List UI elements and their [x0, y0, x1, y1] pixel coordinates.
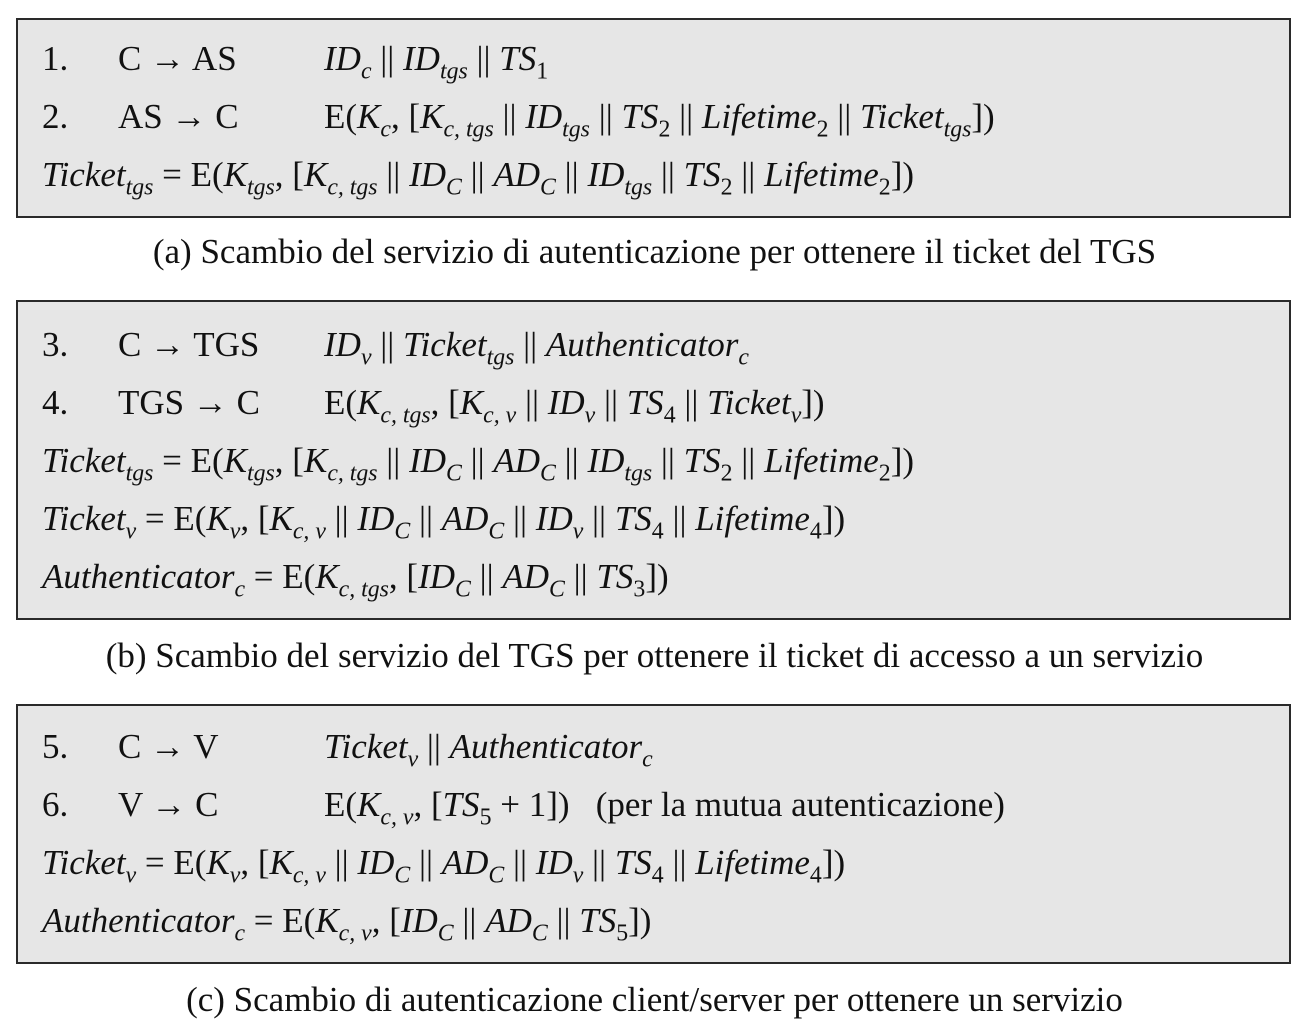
message-note: (per la mutua autenticazione) — [595, 785, 1005, 824]
message-content: E(Kc, [Kc, tgs || IDtgs || TS2 || Lifeti… — [324, 97, 995, 143]
message-number: 2. — [42, 97, 69, 136]
panel-b-caption: (b) Scambio del servizio del TGS per ott… — [105, 636, 1204, 675]
definition-content: Ticketv = E(Kv, [Kc, v || IDC || ADC || … — [42, 843, 846, 889]
definition-content: Authenticatorc = E(Kc, v, [IDC || ADC ||… — [42, 901, 652, 947]
message-number: 3. — [42, 325, 69, 364]
definition-ticket-tgs: Tickettgs = E(Ktgs, [Kc, tgs || IDC || A… — [18, 438, 1289, 487]
message-content: IDc || IDtgs || TS1 — [324, 39, 549, 85]
message-4: 4. TGS → C E(Kc, tgs, [Kc, v || IDv || T… — [18, 380, 1289, 429]
message-3: 3. C → TGS IDv || Tickettgs || Authentic… — [18, 322, 1289, 371]
panel-a-box: 1. C → AS IDc || IDtgs || TS1 2. AS → C … — [16, 18, 1291, 218]
message-direction: V → C — [118, 785, 219, 824]
message-6: 6. V → C E(Kc, v, [TS5 + 1]) (per la mut… — [18, 782, 1289, 831]
message-number: 1. — [42, 39, 69, 78]
definition-ticket-tgs: Tickettgs = E(Ktgs, [Kc, tgs || IDC || A… — [18, 152, 1289, 201]
definition-authenticator: Authenticatorc = E(Kc, tgs, [IDC || ADC … — [18, 554, 1289, 603]
definition-ticket-v: Ticketv = E(Kv, [Kc, v || IDC || ADC || … — [18, 496, 1289, 545]
definition-content: Tickettgs = E(Ktgs, [Kc, tgs || IDC || A… — [42, 441, 914, 487]
message-direction: AS → C — [118, 97, 239, 136]
definition-content: Tickettgs = E(Ktgs, [Kc, tgs || IDC || A… — [42, 155, 914, 201]
message-number: 4. — [42, 383, 69, 422]
message-direction: C → V — [118, 727, 219, 766]
message-direction: C → AS — [118, 39, 237, 78]
message-content: Ticketv || Authenticatorc — [324, 727, 653, 773]
panel-a-caption: (a) Scambio del servizio di autenticazio… — [152, 232, 1157, 271]
message-content: E(Kc, v, [TS5 + 1]) (per la mutua autent… — [324, 785, 1005, 831]
message-number: 5. — [42, 727, 69, 766]
message-number: 6. — [42, 785, 69, 824]
definition-content: Ticketv = E(Kv, [Kc, v || IDC || ADC || … — [42, 499, 846, 545]
panel-b-box: 3. C → TGS IDv || Tickettgs || Authentic… — [16, 300, 1291, 620]
message-5: 5. C → V Ticketv || Authenticatorc — [18, 724, 1289, 773]
message-direction: C → TGS — [118, 325, 260, 364]
panel-c-caption: (c) Scambio di autenticazione client/ser… — [186, 980, 1123, 1019]
message-2: 2. AS → C E(Kc, [Kc, tgs || IDtgs || TS2… — [18, 94, 1289, 143]
message-content: E(Kc, tgs, [Kc, v || IDv || TS4 || Ticke… — [324, 383, 825, 429]
definition-ticket-v: Ticketv = E(Kv, [Kc, v || IDC || ADC || … — [18, 840, 1289, 889]
message-content: IDv || Tickettgs || Authenticatorc — [324, 325, 749, 371]
message-direction: TGS → C — [118, 383, 260, 422]
panel-c-box: 5. C → V Ticketv || Authenticatorc 6. V … — [16, 704, 1291, 964]
definition-content: Authenticatorc = E(Kc, tgs, [IDC || ADC … — [42, 557, 669, 603]
definition-authenticator: Authenticatorc = E(Kc, v, [IDC || ADC ||… — [18, 898, 1289, 947]
message-1: 1. C → AS IDc || IDtgs || TS1 — [18, 36, 1289, 85]
